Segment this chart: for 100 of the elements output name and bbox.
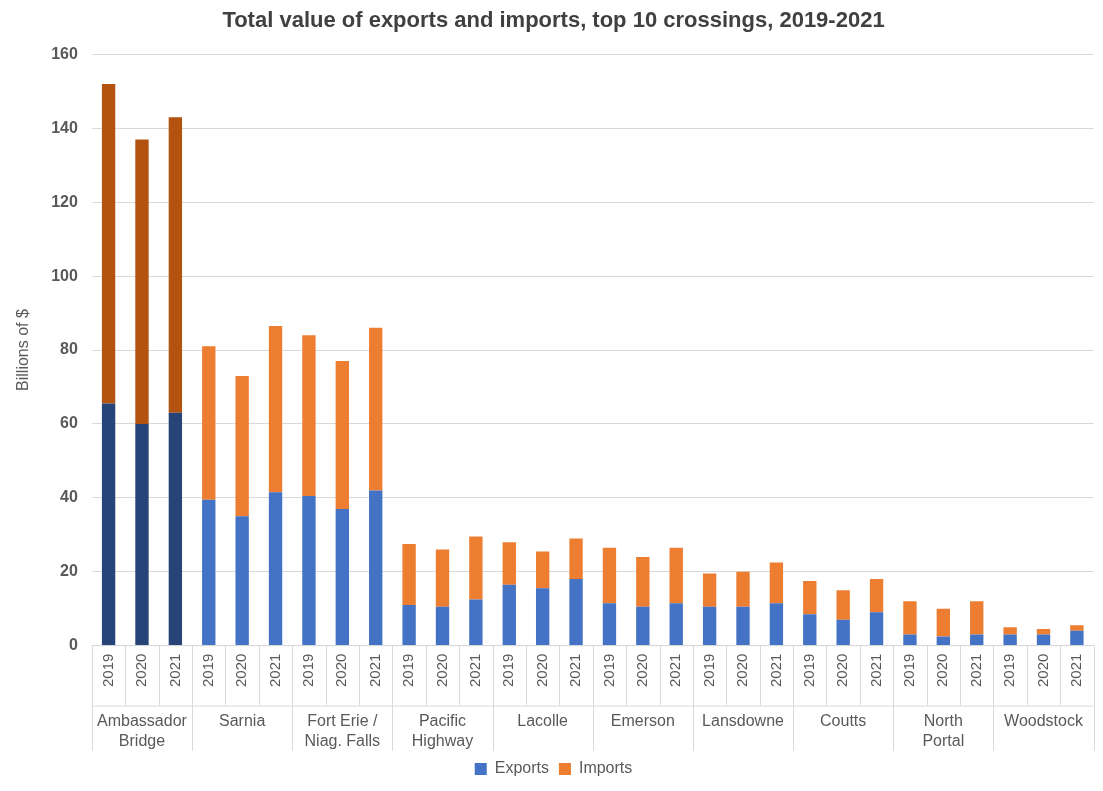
- x-tick-label: 2019: [799, 653, 817, 688]
- y-tick-label: 0: [68, 636, 78, 654]
- x-tick-label: 2020: [733, 653, 751, 688]
- bar: [101, 83, 116, 404]
- bar: [970, 634, 984, 646]
- y-tick-label: 80: [60, 340, 78, 358]
- bar: [1036, 634, 1051, 646]
- x-tick-label: 2019: [198, 653, 216, 688]
- x-tick-label: 2020: [632, 653, 650, 688]
- x-tick-label: 2020: [933, 653, 951, 688]
- bar: [268, 492, 283, 646]
- bar: [569, 538, 583, 580]
- bar: [1036, 629, 1051, 635]
- bar: [903, 634, 917, 646]
- x-tick-label: 2021: [265, 653, 283, 688]
- chart-title: Total value of exports and imports, top 10 crossings, 2019-2021: [222, 7, 885, 33]
- bar: [970, 601, 984, 635]
- text: Fort Erie / Niag. Falls: [304, 712, 381, 750]
- bar: [869, 579, 884, 613]
- y-tick-label: 60: [60, 414, 78, 432]
- bar: [202, 499, 216, 646]
- x-tick-label: 2021: [1067, 653, 1085, 688]
- bar: [168, 412, 183, 646]
- text: Lacolle: [517, 712, 569, 730]
- x-tick-label: 2020: [833, 653, 851, 688]
- legend-label: Exports: [494, 759, 549, 777]
- bar: [1070, 625, 1084, 631]
- bar: [803, 580, 817, 615]
- bar: [402, 544, 416, 605]
- bar: [235, 375, 249, 517]
- bar: [736, 606, 750, 646]
- x-tick-label: 2020: [232, 653, 250, 688]
- x-tick-label: 2019: [599, 653, 617, 688]
- bar: [402, 604, 416, 646]
- bar: [369, 490, 383, 646]
- bar: [702, 606, 717, 646]
- x-tick-label: 2021: [766, 653, 784, 688]
- x-tick-label: 2021: [365, 653, 383, 688]
- bar: [302, 335, 316, 496]
- bar: [435, 549, 450, 607]
- x-tick-label: 2020: [332, 653, 350, 688]
- bar: [535, 588, 550, 646]
- bar: [502, 584, 516, 646]
- bar: [836, 590, 850, 620]
- text: Emerson: [610, 712, 675, 730]
- bar: [168, 117, 183, 413]
- x-tick-label: 2020: [1033, 653, 1051, 688]
- x-tick-label: 2021: [566, 653, 584, 688]
- y-axis-title: Billions of $: [14, 309, 32, 391]
- bar: [936, 608, 951, 637]
- bar: [602, 603, 617, 646]
- bar: [101, 403, 116, 646]
- bar: [335, 508, 349, 646]
- text: Lansdowne: [702, 712, 785, 730]
- bar: [869, 612, 884, 646]
- bar: [202, 346, 216, 500]
- text: Sarnia: [219, 712, 266, 730]
- bar: [268, 326, 283, 493]
- y-tick-label: 140: [51, 118, 78, 136]
- bar: [502, 542, 516, 585]
- bar: [602, 547, 617, 604]
- y-tick-label: 160: [51, 44, 78, 62]
- bar: [669, 547, 683, 604]
- bar: [702, 573, 717, 607]
- bar: [469, 599, 483, 646]
- x-tick-label: 2019: [299, 653, 317, 688]
- bar: [135, 423, 149, 646]
- bar: [769, 562, 784, 604]
- bar: [335, 361, 349, 509]
- bar: [1003, 634, 1017, 646]
- x-tick-label: 2021: [466, 653, 484, 688]
- bar: [669, 603, 683, 646]
- legend-label: Imports: [578, 759, 633, 777]
- x-tick-label: 2019: [399, 653, 417, 688]
- bar: [435, 606, 450, 646]
- bar: [769, 603, 784, 646]
- bar: [135, 139, 149, 424]
- text: Coutts: [820, 712, 867, 730]
- x-tick-label: 2021: [866, 653, 884, 688]
- x-tick-label: 2019: [900, 653, 918, 688]
- x-tick-label: 2019: [98, 653, 116, 688]
- x-tick-label: 2019: [699, 653, 717, 688]
- bar: [469, 536, 483, 600]
- bar: [903, 601, 917, 635]
- y-tick-label: 100: [51, 266, 78, 284]
- x-tick-label: 2021: [165, 653, 183, 688]
- bar: [302, 495, 316, 646]
- y-tick-label: 40: [60, 488, 78, 506]
- bar: [1070, 630, 1084, 646]
- x-tick-label: 2020: [132, 653, 150, 688]
- x-tick-label: 2019: [1000, 653, 1018, 688]
- x-tick-label: 2019: [499, 653, 517, 688]
- bar: [1003, 627, 1017, 635]
- text: Woodstock: [1004, 712, 1084, 730]
- x-tick-label: 2021: [666, 653, 684, 688]
- bar: [569, 579, 583, 646]
- x-tick-label: 2020: [432, 653, 450, 688]
- bar: [235, 516, 249, 646]
- bar: [369, 327, 383, 491]
- text: Ambassador Bridge: [97, 712, 188, 750]
